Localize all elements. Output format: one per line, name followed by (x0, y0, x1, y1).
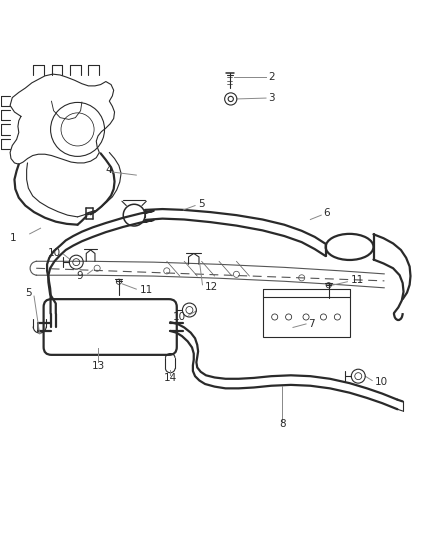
Text: 13: 13 (92, 361, 105, 371)
Text: 3: 3 (268, 93, 275, 103)
Text: 6: 6 (323, 208, 330, 219)
Text: 1: 1 (10, 233, 17, 243)
Text: 11: 11 (139, 286, 152, 295)
Text: 2: 2 (268, 72, 275, 82)
Text: 8: 8 (279, 419, 286, 429)
Text: 11: 11 (350, 276, 364, 286)
Text: 4: 4 (106, 165, 113, 175)
Text: 7: 7 (308, 319, 315, 329)
Text: 9: 9 (77, 271, 83, 281)
Text: 5: 5 (198, 199, 205, 209)
Text: 14: 14 (164, 373, 177, 383)
Text: 10: 10 (173, 312, 186, 321)
Text: 10: 10 (375, 377, 388, 387)
Text: 5: 5 (25, 288, 32, 298)
Text: 10: 10 (47, 247, 60, 257)
Text: 12: 12 (205, 282, 218, 293)
